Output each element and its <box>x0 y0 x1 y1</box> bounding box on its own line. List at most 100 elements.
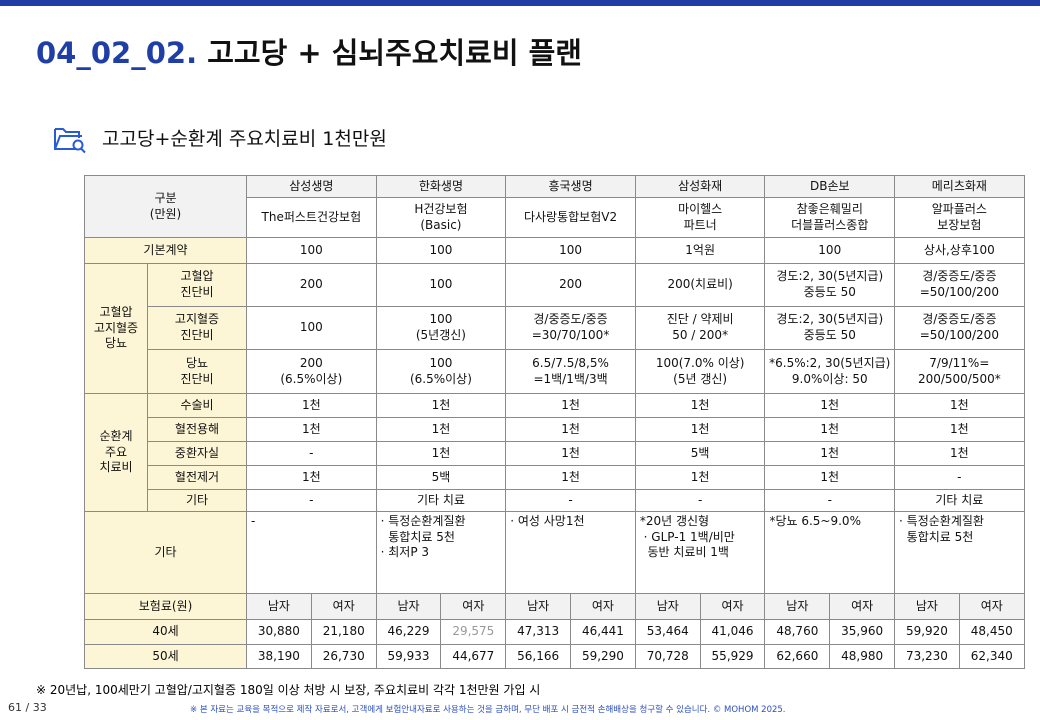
sex-label: 여자 <box>310 593 377 620</box>
title-number: 04_02_02. <box>36 36 198 70</box>
cell: *당뇨 6.5~9.0% <box>764 511 896 594</box>
premium-cell: 73,230 <box>894 644 960 669</box>
cell: 1천 <box>764 393 896 418</box>
cell: 1천 <box>246 465 377 490</box>
cell: - <box>634 489 766 512</box>
cell: 100 <box>375 237 507 264</box>
product-name: H건강보험 (Basic) <box>375 197 507 238</box>
row-label: 기타 <box>83 511 248 594</box>
cell: 1천 <box>505 393 636 418</box>
table-row: 혈전제거 1천 5백 1천 1천 1천 - <box>85 465 1025 490</box>
cell: 200 <box>505 263 636 307</box>
cell: 1천 <box>246 417 377 442</box>
header-cell: 구분 (만원) <box>83 175 248 238</box>
group-label: 순환계 주요 치료비 <box>84 393 148 512</box>
premium-cell: 47,313 <box>505 619 572 645</box>
company-name: DB손보 <box>764 175 896 198</box>
cell: 100 <box>246 306 377 350</box>
table-row: 50세 38,190 26,730 59,933 44,677 56,166 59,290 7… <box>83 644 1025 669</box>
sex-label: 여자 <box>570 593 636 620</box>
row-label: 혈전제거 <box>146 465 248 490</box>
table-row: 중환자실 -1천 1천 5백 1천 1천 <box>85 441 1025 466</box>
cell: · 여성 사망1천 <box>505 511 636 594</box>
cell: 200 (6.5%이상) <box>246 349 377 394</box>
sex-label: 남자 <box>894 593 960 620</box>
table-row: 당뇨 진단비 200 (6.5%이상) 100 (6.5%이상) 6.5/7.5/8,… <box>85 349 1025 394</box>
cell: 5백 <box>634 441 766 466</box>
sex-label: 남자 <box>246 593 312 620</box>
cell: 경도:2, 30(5년지급) 중등도 50 <box>764 306 896 350</box>
company-name: 한화생명 <box>375 175 507 198</box>
cell: 경/중증도/중증 =30/70/100* <box>505 306 636 350</box>
row-label: 기본계약 <box>83 237 248 264</box>
premium-cell: 26,730 <box>310 644 377 669</box>
cell: 100 <box>764 237 896 264</box>
cell: 경도:2, 30(5년지급) 중등도 50 <box>764 263 896 307</box>
cell: - <box>246 441 377 466</box>
company-name: 흥국생명 <box>505 175 636 198</box>
cell: *20년 갱신형 · GLP-1 1백/비만 동반 치료비 1백 <box>634 511 766 594</box>
premium-cell: 48,450 <box>958 619 1025 645</box>
table-row: 고지혈증 진단비 100 100 (5년갱신) 경/중증도/중증 =30/70/100… <box>85 306 1025 350</box>
premium-cell: 59,290 <box>570 644 636 669</box>
cell: 기타 치료 <box>375 489 507 512</box>
row-label: 50세 <box>83 644 248 669</box>
premium-cell: 30,880 <box>246 619 312 645</box>
sex-label: 남자 <box>764 593 831 620</box>
cell: 1천 <box>634 465 766 490</box>
folder-icon <box>54 128 86 154</box>
group-label: 고혈압 고지혈증 당뇨 <box>84 263 148 394</box>
company-name: 삼성생명 <box>246 175 377 198</box>
premium-cell: 29,575 <box>440 619 507 645</box>
premium-cell: 53,464 <box>634 619 701 645</box>
cell: 1천 <box>375 417 507 442</box>
row-label: 혈전용해 <box>146 417 248 442</box>
cell: *6.5%:2, 30(5년지급) 9.0%이상: 50 <box>764 349 896 394</box>
cell: 1천 <box>634 393 766 418</box>
table-row: The퍼스트건강보험 H건강보험 (Basic) 다사랑통합보험V2 마이헬스 파트너… <box>85 197 1025 238</box>
sex-label: 여자 <box>699 593 766 620</box>
cell: 6.5/7.5/8,5% =1백/1백/3백 <box>505 349 636 394</box>
company-name: 메리츠화재 <box>894 175 1025 198</box>
sex-label: 여자 <box>440 593 507 620</box>
cell: 7/9/11%= 200/500/500* <box>894 349 1025 394</box>
cell: 1천 <box>764 441 896 466</box>
sex-label: 남자 <box>505 593 572 620</box>
cell: - <box>764 489 896 512</box>
premium-cell: 35,960 <box>829 619 896 645</box>
premium-cell: 46,229 <box>375 619 442 645</box>
cell: 100 (5년갱신) <box>375 306 507 350</box>
table-row: 보험료(원) 남자 여자 남자 여자 남자 여자 남자 여자 남자 여자 남자 여자 <box>83 593 1025 620</box>
premium-cell: 56,166 <box>505 644 572 669</box>
comparison-table: 구분 (만원) 삼성생명 한화생명 흥국생명 삼성화재 DB손보 메리츠화재 The퍼스트건강… <box>83 175 1025 669</box>
premium-cell: 62,660 <box>764 644 831 669</box>
cell: 100 (6.5%이상) <box>375 349 507 394</box>
premium-cell: 62,340 <box>958 644 1025 669</box>
cell: · 특정순환계질환 통합치료 5천 <box>894 511 1025 594</box>
premium-cell: 48,760 <box>764 619 831 645</box>
cell: 1억원 <box>634 237 766 264</box>
cell: 1천 <box>894 441 1025 466</box>
premium-cell: 55,929 <box>699 644 766 669</box>
row-label: 보험료(원) <box>83 593 248 620</box>
cell: 1천 <box>894 417 1025 442</box>
cell: 5백 <box>375 465 507 490</box>
cell: 기타 치료 <box>894 489 1025 512</box>
table-row: 기본계약 100 100 100 1억원 100 상사,상후100 <box>83 237 1025 264</box>
premium-cell: 21,180 <box>310 619 377 645</box>
title: 04_02_02. 고고당 + 심뇌주요치료비 플랜 <box>36 30 582 72</box>
row-label: 40세 <box>83 619 248 645</box>
cell: 100 <box>375 263 507 307</box>
cell: 1천 <box>764 465 896 490</box>
table-row: 기타 - · 특정순환계질환 통합치료 5천 · 최저P 3 · 여성 사망1천 *20… <box>83 511 1025 594</box>
cell: 1천 <box>375 441 507 466</box>
company-name: 삼성화재 <box>634 175 766 198</box>
product-name: The퍼스트건강보험 <box>246 197 377 238</box>
cell: · 특정순환계질환 통합치료 5천 · 최저P 3 <box>375 511 507 594</box>
table-row: 기타 - 기타 치료 - - - 기타 치료 <box>85 489 1025 512</box>
cell: - <box>246 511 377 594</box>
sex-label: 남자 <box>375 593 442 620</box>
row-label: 중환자실 <box>146 441 248 466</box>
table-row: 40세 30,880 21,180 46,229 29,575 47,313 46,441 5… <box>83 619 1025 645</box>
sex-label: 여자 <box>829 593 896 620</box>
